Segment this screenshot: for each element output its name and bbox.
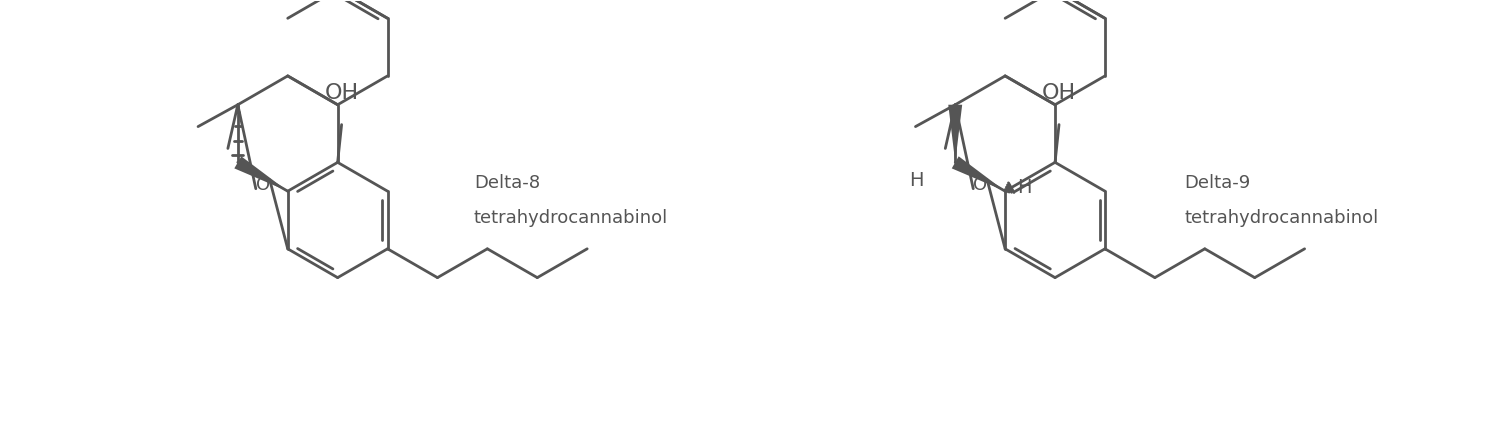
Text: H: H	[909, 171, 924, 190]
Text: H: H	[1017, 178, 1032, 197]
Text: O: O	[255, 176, 270, 194]
Text: O: O	[974, 176, 987, 194]
Text: tetrahydrocannabinol: tetrahydrocannabinol	[474, 209, 668, 227]
Polygon shape	[948, 105, 962, 162]
Polygon shape	[952, 156, 1005, 191]
Text: Delta-8: Delta-8	[474, 174, 540, 192]
Polygon shape	[234, 156, 288, 191]
Text: Delta-9: Delta-9	[1184, 174, 1251, 192]
Text: tetrahydrocannabinol: tetrahydrocannabinol	[1184, 209, 1378, 227]
Text: OH: OH	[324, 83, 358, 103]
Text: OH: OH	[1042, 83, 1076, 103]
